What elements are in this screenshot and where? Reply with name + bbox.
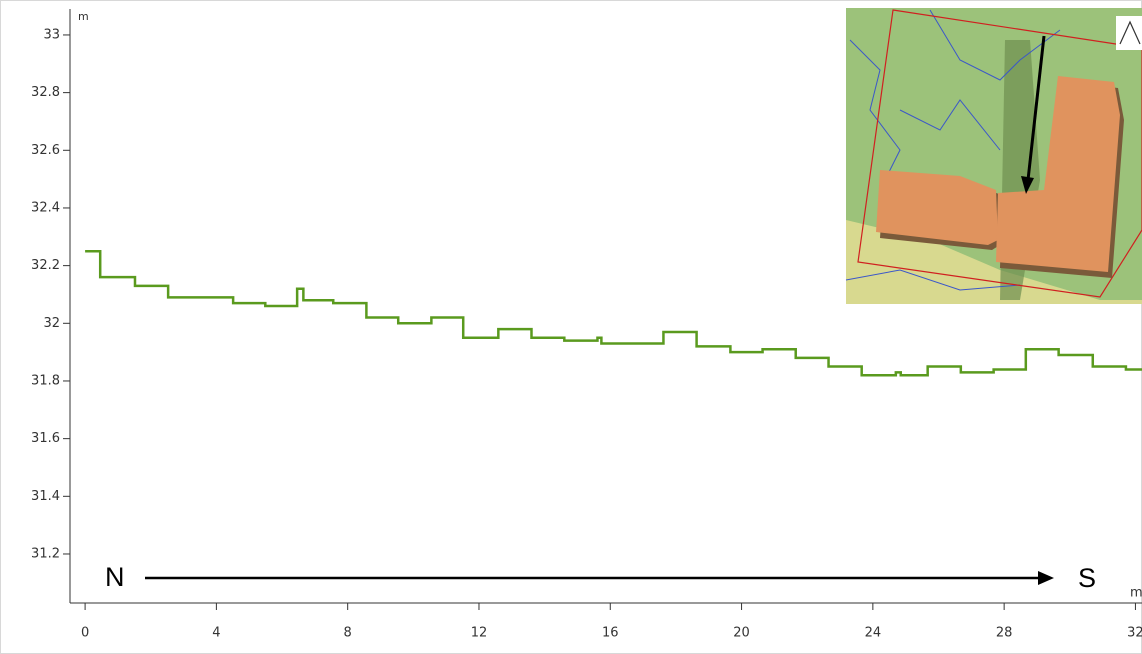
y-tick-label: 31.8 <box>31 373 60 388</box>
x-tick-label: 28 <box>996 626 1013 641</box>
y-tick-label: 32.6 <box>31 143 60 158</box>
x-tick-label: 8 <box>344 626 352 641</box>
y-tick-label: 32 <box>43 316 60 331</box>
chart: m m N S 31.2 31.4 31.6 31.8 32 32.2 32.4 32.6 32… <box>0 0 1142 654</box>
inset-map <box>846 8 1142 304</box>
y-unit: m <box>78 10 89 23</box>
x-tick-label: 4 <box>212 626 220 641</box>
y-tick-label: 31.4 <box>31 489 60 504</box>
y-tick-label: 31.6 <box>31 431 60 446</box>
x-tick-label: 24 <box>865 626 882 641</box>
y-tick-label: 33 <box>43 27 60 42</box>
x-unit: m <box>1130 586 1142 601</box>
x-tick-label: 12 <box>471 626 488 641</box>
x-tick-label: 32 <box>1127 626 1142 641</box>
y-tick-label: 31.2 <box>31 546 60 561</box>
y-tick-label: 32.2 <box>31 258 60 273</box>
x-tick-label: 0 <box>81 626 89 641</box>
y-tick-label: 32.8 <box>31 85 60 100</box>
end-label: S <box>1078 563 1096 593</box>
north-badge <box>1116 16 1142 50</box>
y-tick-label: 32.4 <box>31 200 60 215</box>
x-tick-label: 20 <box>733 626 750 641</box>
x-tick-label: 16 <box>602 626 619 641</box>
start-label: N <box>105 562 125 592</box>
